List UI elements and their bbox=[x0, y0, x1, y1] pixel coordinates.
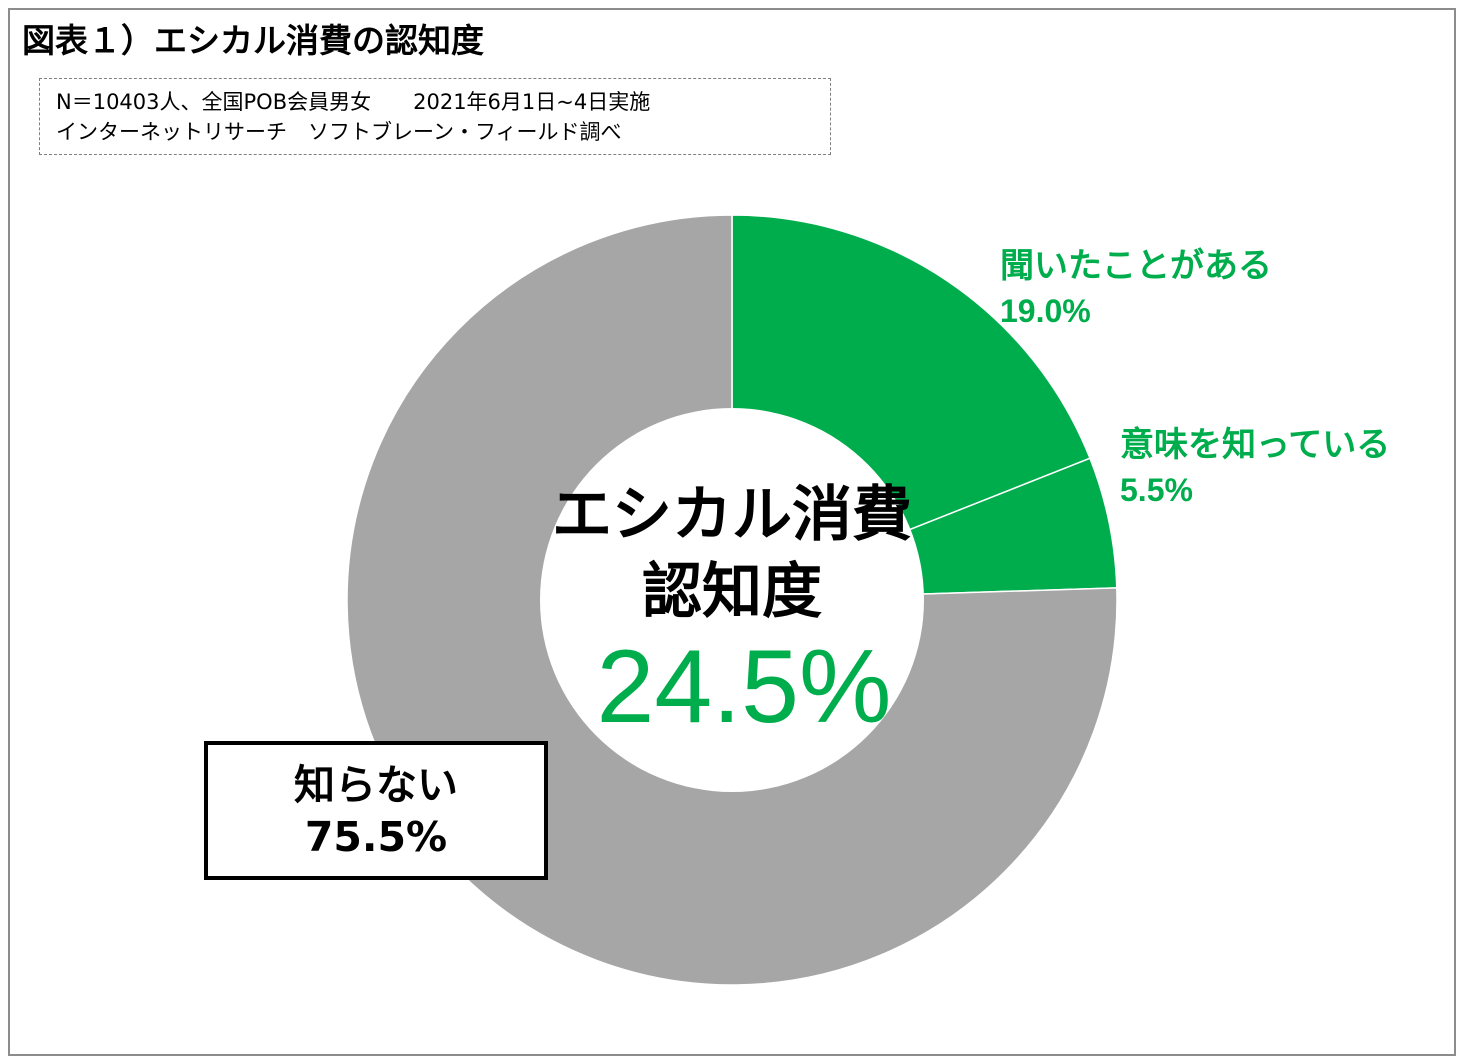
slice-label-value-0: 19.0% bbox=[1000, 293, 1091, 329]
center-label-line-2: 認知度 bbox=[642, 557, 822, 627]
donut-hole bbox=[540, 408, 924, 792]
chart-title: 図表１）エシカル消費の認知度 bbox=[22, 21, 484, 60]
chart-frame bbox=[8, 8, 1456, 1056]
slice-label-box-shiranai: 知らない 75.5% bbox=[204, 741, 548, 880]
center-label-line-1: エシカル消費 bbox=[552, 480, 912, 550]
slice-label-name-shiranai: 知らない bbox=[294, 761, 458, 809]
slice-label-name-1: 意味を知っている bbox=[1120, 425, 1390, 465]
survey-note-line-2: インターネットリサーチ ソフトブレーン・フィールド調べ bbox=[56, 120, 622, 144]
slice-label-value-1: 5.5% bbox=[1120, 472, 1193, 508]
slice-label-value-shiranai: 75.5% bbox=[304, 813, 448, 861]
slice-label-name-0: 聞いたことがある bbox=[1000, 246, 1272, 286]
survey-note-line-1: N＝10403人、全国POB会員男女 2021年6月1日~4日実施 bbox=[56, 90, 651, 114]
center-value: 24.5% bbox=[597, 629, 892, 745]
survey-note: N＝10403人、全国POB会員男女 2021年6月1日~4日実施 インターネッ… bbox=[39, 78, 831, 155]
